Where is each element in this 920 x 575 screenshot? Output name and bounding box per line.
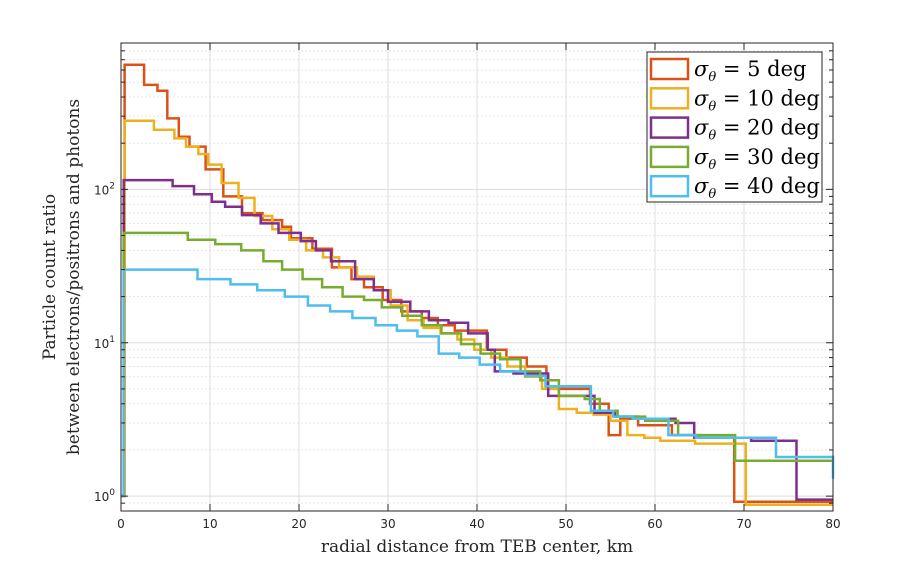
legend-label-1: σθ = 5 deg bbox=[694, 57, 806, 85]
legend-subscript: θ bbox=[708, 99, 716, 114]
y-tick-exponent: 1 bbox=[109, 335, 115, 345]
legend-value: = 5 deg bbox=[716, 57, 806, 81]
x-tick-label: 70 bbox=[736, 517, 751, 531]
y-tick-base: 10 bbox=[94, 490, 109, 504]
y-axis-label-line-1: Particle count ratio bbox=[40, 194, 60, 360]
y-tick-base: 10 bbox=[94, 337, 109, 351]
x-tick-label: 80 bbox=[825, 517, 840, 531]
x-tick-label: 40 bbox=[469, 517, 484, 531]
legend-value: = 10 deg bbox=[716, 86, 820, 110]
y-tick-exponent: 2 bbox=[109, 181, 115, 191]
legend-swatch-3 bbox=[649, 116, 690, 139]
legend-subscript: θ bbox=[708, 187, 716, 202]
x-tick-label: 30 bbox=[380, 517, 395, 531]
legend-symbol: σ bbox=[694, 174, 709, 198]
series-line-2 bbox=[121, 119, 833, 506]
legend-symbol: σ bbox=[694, 86, 709, 110]
legend-subscript: θ bbox=[708, 129, 716, 144]
x-tick-label: 60 bbox=[647, 517, 662, 531]
x-tick-labels: 0 10 20 30 40 50 60 70 80 bbox=[117, 517, 840, 531]
legend-swatch-2 bbox=[649, 87, 690, 110]
legend-label-4: σθ = 30 deg bbox=[694, 145, 820, 173]
y-tick-label: 101 bbox=[94, 335, 115, 351]
tick-marks bbox=[120, 43, 834, 511]
legend-swatch-1 bbox=[649, 57, 690, 81]
series-line-5 bbox=[121, 268, 835, 498]
legend-subscript: θ bbox=[708, 158, 716, 173]
legend-value: = 20 deg bbox=[716, 116, 820, 140]
y-tick-label: 100 bbox=[94, 488, 115, 504]
legend-symbol: σ bbox=[694, 57, 709, 81]
x-axis-label: radial distance from TEB center, km bbox=[321, 537, 633, 557]
legend-value: = 40 deg bbox=[716, 174, 820, 198]
legend-subscript: θ bbox=[708, 70, 716, 85]
y-tick-label: 102 bbox=[94, 181, 115, 197]
x-tick-label: 50 bbox=[558, 517, 573, 531]
y-tick-base: 10 bbox=[94, 183, 109, 197]
y-tick-exponent: 0 bbox=[109, 488, 115, 498]
legend-symbol: σ bbox=[694, 145, 709, 169]
x-tick-label: 0 bbox=[117, 517, 125, 531]
x-tick-label: 20 bbox=[291, 517, 306, 531]
legend-label-2: σθ = 10 deg bbox=[694, 86, 820, 114]
legend-label-5: σθ = 40 deg bbox=[694, 174, 820, 202]
x-tick-label: 10 bbox=[202, 517, 217, 531]
legend-swatch-5 bbox=[649, 174, 690, 198]
legend-swatch-4 bbox=[649, 145, 690, 169]
legend-label-3: σθ = 20 deg bbox=[694, 116, 820, 144]
legend-symbol: σ bbox=[694, 116, 709, 140]
y-axis-label-line-2: between electrons/positrons and photons bbox=[64, 99, 84, 455]
series-layer bbox=[121, 63, 835, 506]
legend-value: = 30 deg bbox=[716, 145, 820, 169]
